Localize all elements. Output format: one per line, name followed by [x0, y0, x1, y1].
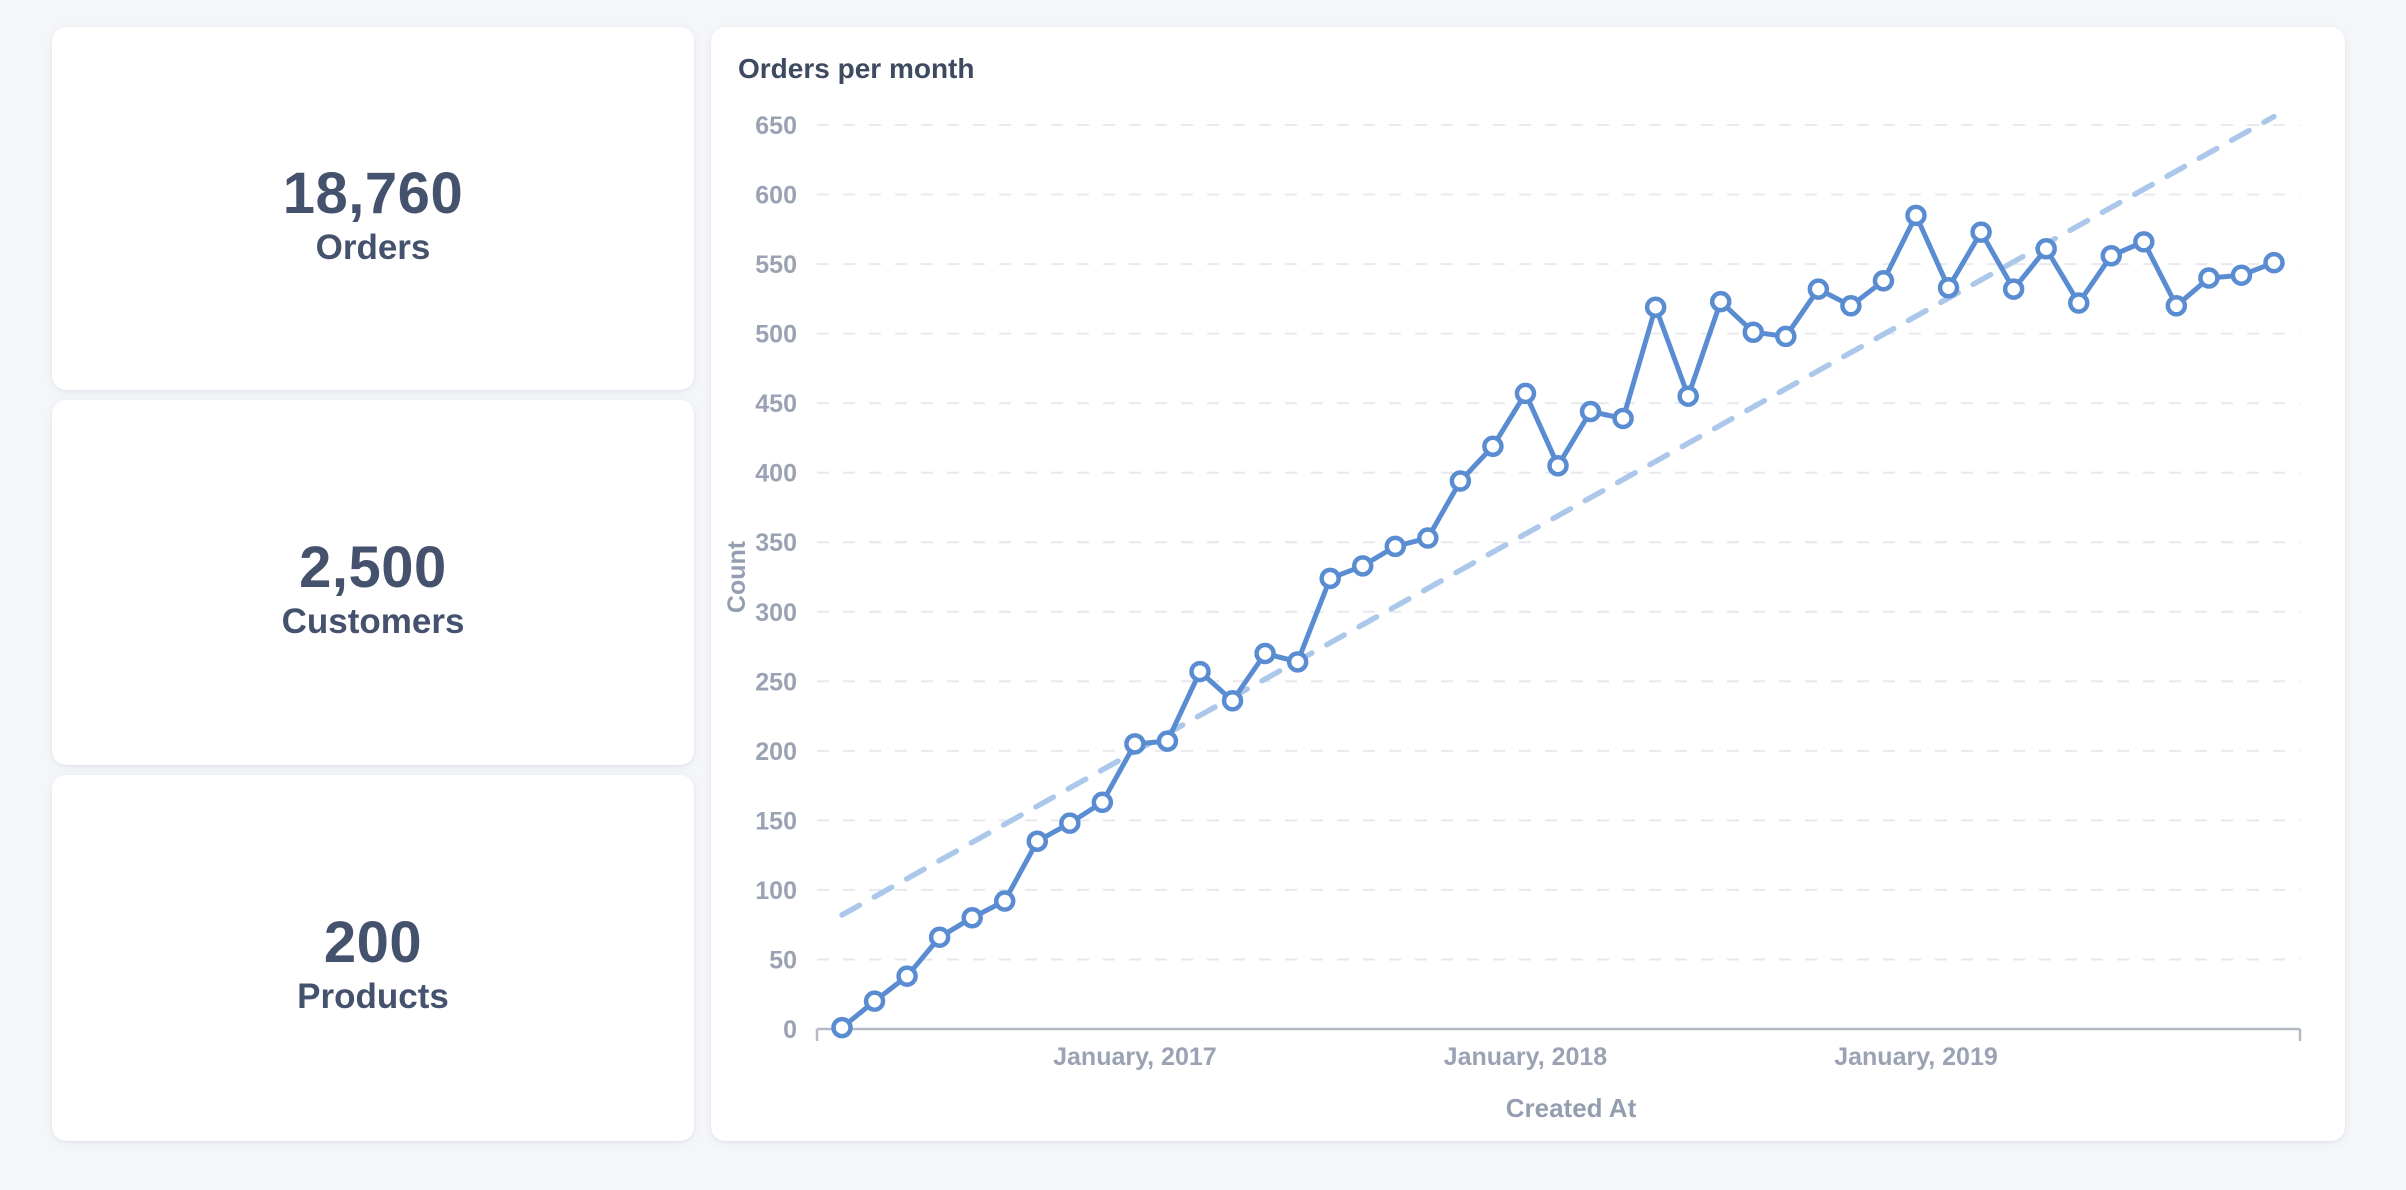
data-point[interactable] [1156, 730, 1179, 752]
data-point[interactable] [1742, 321, 1765, 343]
data-point[interactable] [1937, 276, 1960, 299]
data-point[interactable] [1482, 435, 1504, 458]
svg-text:0: 0 [783, 1016, 797, 1044]
products-count-label: Products [297, 977, 449, 1017]
y-axis-title: Count [723, 540, 751, 613]
svg-text:400: 400 [755, 460, 797, 488]
data-point[interactable] [1579, 400, 1602, 423]
data-point[interactable] [1319, 567, 1341, 590]
data-point[interactable] [2100, 244, 2123, 267]
data-point[interactable] [2067, 292, 2090, 314]
orders-count-label: Orders [315, 227, 431, 267]
svg-text:450: 450 [755, 390, 797, 418]
data-point[interactable] [2165, 295, 2188, 317]
data-point[interactable] [2230, 264, 2253, 286]
data-point[interactable] [1872, 270, 1895, 292]
orders-per-month-chart[interactable]: 0 50 100 150 200 250 300 350 400 450 500 550 600 650 J… [711, 27, 2345, 1141]
data-point[interactable] [993, 890, 1016, 912]
data-point[interactable] [2133, 231, 2155, 253]
svg-text:250: 250 [755, 668, 797, 696]
data-point[interactable] [2263, 251, 2285, 274]
data-point[interactable] [1905, 204, 1927, 227]
data-point[interactable] [1547, 454, 1569, 477]
stat-card-products: 200 Products [52, 775, 694, 1141]
data-point[interactable] [1417, 527, 1439, 549]
svg-text:150: 150 [755, 807, 797, 835]
data-point[interactable] [2035, 238, 2057, 260]
data-point[interactable] [1254, 642, 1276, 665]
data-point[interactable] [1026, 830, 1049, 852]
trendline [839, 113, 2277, 918]
data-point[interactable] [928, 926, 951, 948]
data-point[interactable] [831, 1016, 853, 1039]
data-point[interactable] [1059, 812, 1081, 834]
data-point[interactable] [1351, 555, 1374, 577]
data-point[interactable] [1384, 535, 1407, 558]
y-tick-labels: 0 50 100 150 200 250 300 350 400 450 500 550 600 650 [755, 112, 797, 1044]
svg-text:550: 550 [755, 251, 797, 279]
data-point-markers[interactable] [831, 204, 2285, 1039]
svg-text:100: 100 [755, 877, 797, 905]
orders-count-value: 18,760 [282, 160, 464, 226]
svg-text:300: 300 [755, 599, 797, 627]
svg-text:350: 350 [755, 529, 797, 557]
products-count-value: 200 [323, 910, 423, 976]
stat-card-customers: 2,500 Customers [52, 400, 694, 765]
data-point[interactable] [1286, 651, 1309, 673]
x-axis [815, 1027, 2302, 1041]
data-point[interactable] [2002, 278, 2025, 300]
x-axis-title: Created At [1506, 1093, 1637, 1123]
data-point[interactable] [961, 906, 983, 929]
chart-title: Orders per month [738, 53, 975, 84]
svg-text:January, 2017: January, 2017 [1053, 1043, 1217, 1071]
data-point[interactable] [1644, 296, 1667, 318]
data-point[interactable] [1514, 382, 1537, 405]
data-point[interactable] [896, 965, 918, 987]
data-point[interactable] [1449, 470, 1472, 492]
data-point[interactable] [1189, 660, 1211, 683]
data-point[interactable] [1612, 407, 1634, 430]
data-point[interactable] [1091, 791, 1114, 814]
orders-per-month-card: Orders per month 0 50 100 150 200 250 300 350 40… [711, 27, 2345, 1141]
data-point[interactable] [2198, 267, 2220, 289]
data-point[interactable] [1775, 325, 1797, 348]
svg-text:50: 50 [769, 946, 797, 974]
svg-text:January, 2019: January, 2019 [1834, 1043, 1998, 1071]
svg-text:600: 600 [755, 182, 797, 210]
data-point[interactable] [863, 990, 886, 1012]
data-point[interactable] [1807, 278, 1830, 300]
data-point[interactable] [1840, 295, 1862, 317]
svg-text:200: 200 [755, 738, 797, 766]
data-point[interactable] [1221, 690, 1244, 712]
svg-text:500: 500 [755, 321, 797, 349]
svg-text:January, 2018: January, 2018 [1444, 1043, 1608, 1071]
customers-count-value: 2,500 [299, 534, 447, 600]
x-tick-labels: January, 2017 January, 2018 January, 2019 [1053, 1043, 1998, 1071]
data-point[interactable] [1124, 733, 1146, 755]
stat-card-orders: 18,760 Orders [52, 27, 694, 390]
data-point[interactable] [1970, 221, 1992, 243]
data-point[interactable] [1709, 290, 1732, 313]
customers-count-label: Customers [281, 601, 465, 641]
data-point[interactable] [1677, 385, 1699, 407]
orders-series-line [839, 212, 2277, 1031]
svg-text:650: 650 [755, 112, 797, 140]
